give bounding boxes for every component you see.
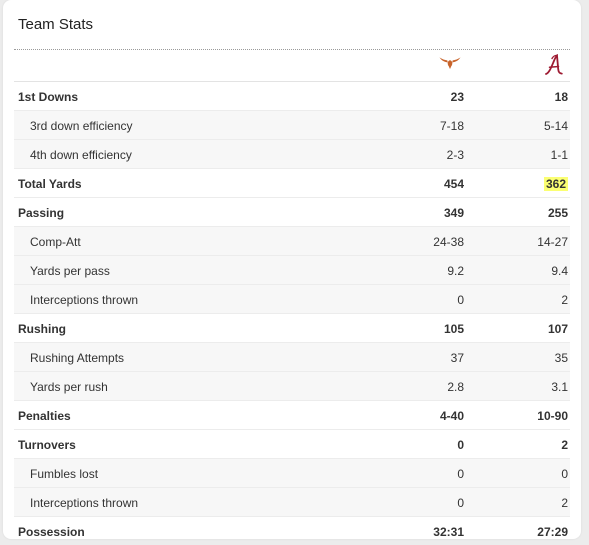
- stat-label: Yards per rush: [30, 380, 108, 394]
- stat-row: Interceptions thrown 0 2: [14, 488, 570, 517]
- stat-label: 4th down efficiency: [30, 148, 132, 162]
- alabama-value: 3.1: [551, 380, 568, 394]
- stat-label: 3rd down efficiency: [30, 119, 133, 133]
- stat-label: Passing: [18, 206, 65, 220]
- stat-row: Rushing 105 107: [14, 314, 570, 343]
- alabama-value: 5-14: [543, 119, 568, 133]
- stat-label: 1st Downs: [18, 90, 79, 104]
- stat-row: Interceptions thrown 0 2: [14, 285, 570, 314]
- texas-value: 454: [443, 177, 464, 191]
- script-a-icon: [544, 53, 564, 81]
- stat-row: Penalties 4-40 10-90: [14, 401, 570, 430]
- alabama-value: 2: [561, 496, 568, 510]
- texas-value: 7-18: [439, 119, 464, 133]
- texas-value: 0: [457, 293, 464, 307]
- texas-value: 0: [457, 467, 464, 481]
- texas-value: 32:31: [433, 525, 464, 539]
- alabama-value: 14-27: [537, 235, 568, 249]
- stat-label: Interceptions thrown: [30, 293, 139, 307]
- stat-row: Passing 349 255: [14, 198, 570, 227]
- title-divider: [14, 49, 570, 50]
- alabama-value: 2: [561, 293, 568, 307]
- stat-label: Total Yards: [18, 177, 82, 191]
- texas-value: 2-3: [446, 148, 464, 162]
- longhorn-icon: [439, 56, 461, 75]
- stat-row: Turnovers 0 2: [14, 430, 570, 459]
- stat-label: Fumbles lost: [30, 467, 99, 481]
- stat-label: Rushing Attempts: [30, 351, 125, 365]
- stats-rows: 1st Downs 23 18 3rd down efficiency 7-18 5-14…: [14, 82, 570, 545]
- texas-value: 105: [443, 322, 464, 336]
- texas-value: 23: [450, 90, 464, 104]
- texas-value: 2.8: [447, 380, 464, 394]
- alabama-value: 9.4: [551, 264, 568, 278]
- stat-row: Total Yards 454 362: [14, 169, 570, 198]
- texas-value: 0: [457, 496, 464, 510]
- alabama-value: 255: [547, 206, 568, 220]
- texas-value: 24-38: [433, 235, 464, 249]
- alabama-value: 362: [543, 177, 568, 191]
- stat-label: Interceptions thrown: [30, 496, 139, 510]
- stat-label: Rushing: [18, 322, 66, 336]
- team-logo-row: [14, 51, 570, 82]
- stat-row: 3rd down efficiency 7-18 5-14: [14, 111, 570, 140]
- stat-row: 4th down efficiency 2-3 1-1: [14, 140, 570, 169]
- stat-label: Yards per pass: [30, 264, 110, 278]
- stat-row: 1st Downs 23 18: [14, 82, 570, 111]
- alabama-value: 35: [554, 351, 568, 365]
- texas-value: 37: [450, 351, 464, 365]
- stat-label: Penalties: [18, 409, 71, 423]
- texas-value: 349: [443, 206, 464, 220]
- alabama-value: 18: [554, 90, 568, 104]
- texas-value: 4-40: [439, 409, 464, 423]
- alabama-value: 0: [561, 467, 568, 481]
- stat-label: Comp-Att: [30, 235, 81, 249]
- stat-row: Yards per rush 2.8 3.1: [14, 372, 570, 401]
- alabama-value: 107: [547, 322, 568, 336]
- alabama-value: 10-90: [537, 409, 568, 423]
- stat-label: Turnovers: [18, 438, 76, 452]
- alabama-value: 2: [561, 438, 568, 452]
- stats-table: 1st Downs 23 18 3rd down efficiency 7-18 5-14…: [14, 51, 570, 545]
- alabama-value: 1-1: [550, 148, 568, 162]
- stat-row: Rushing Attempts 37 35: [14, 343, 570, 372]
- texas-value: 9.2: [447, 264, 464, 278]
- card-title: Team Stats: [18, 16, 94, 33]
- stat-row: Possession 32:31 27:29: [14, 517, 570, 545]
- stat-row: Yards per pass 9.2 9.4: [14, 256, 570, 285]
- alabama-value: 27:29: [537, 525, 568, 539]
- team-stats-card: Team Stats 1st Downs 23 18 3rd down efficie…: [3, 0, 581, 539]
- stat-label: Possession: [18, 525, 85, 539]
- stat-row: Comp-Att 24-38 14-27: [14, 227, 570, 256]
- texas-value: 0: [457, 438, 464, 452]
- stat-row: Fumbles lost 0 0: [14, 459, 570, 488]
